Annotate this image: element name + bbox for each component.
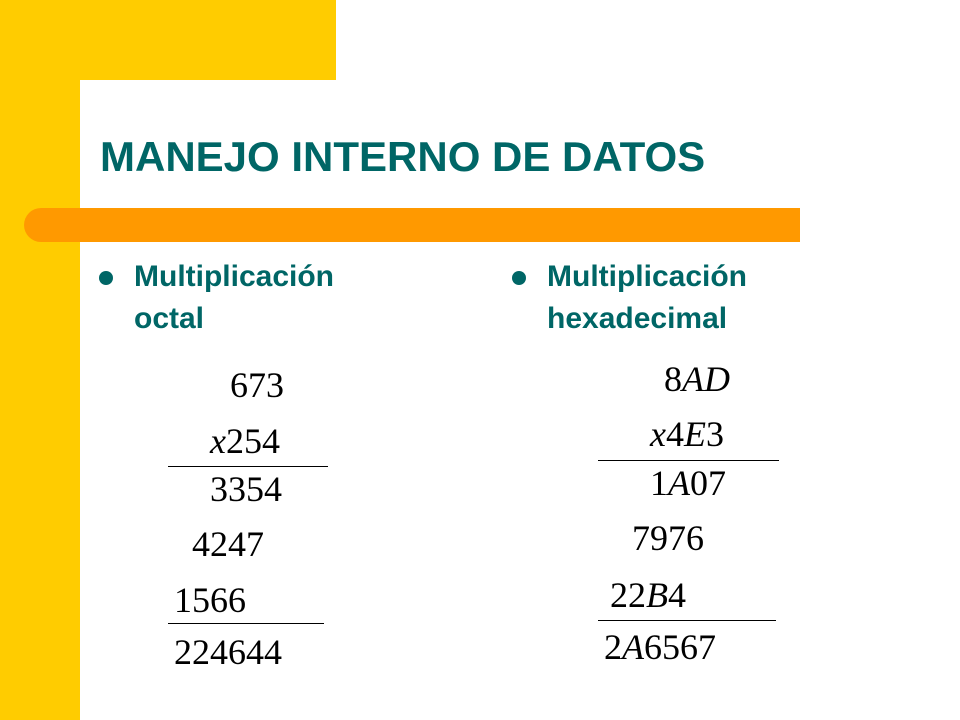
bullet-hex-line2: hexadecimal bbox=[547, 302, 728, 335]
left-accent-bar bbox=[0, 0, 80, 720]
octal-rule-1 bbox=[168, 466, 328, 467]
hex-rule-1 bbox=[598, 460, 779, 461]
octal-partial-2: 4247 bbox=[192, 524, 264, 564]
octal-multiplier: x254 bbox=[210, 421, 280, 461]
hex-rule-2 bbox=[598, 620, 776, 621]
hex-partial-3-rest: 4 bbox=[668, 575, 686, 615]
top-accent-block bbox=[80, 0, 336, 80]
hex-multiplier-letter-e: E bbox=[683, 414, 706, 454]
bullet-octal-line2: octal bbox=[134, 302, 205, 335]
hex-multiplicand-letters: AD bbox=[682, 359, 730, 399]
times-sign: x bbox=[650, 414, 666, 454]
octal-partial-3: 1566 bbox=[174, 580, 246, 620]
hex-partial-3-letter: B bbox=[646, 575, 668, 615]
bullet-hex-line1: Multiplicación bbox=[547, 260, 748, 293]
hex-multiplier-digit-3: 3 bbox=[705, 414, 724, 454]
title-underline-stripe bbox=[24, 208, 800, 242]
hex-result-letter: A bbox=[622, 627, 644, 667]
hex-multiplicand: 8AD bbox=[664, 359, 730, 399]
hex-partial-3-digits: 22 bbox=[610, 575, 646, 615]
hex-result-digit: 2 bbox=[604, 627, 622, 667]
bullet-dot-icon bbox=[512, 271, 526, 285]
octal-rule-2 bbox=[168, 623, 324, 624]
octal-result: 224644 bbox=[174, 632, 282, 672]
bullet-octal: Multiplicación octal bbox=[99, 256, 434, 340]
hex-multiplier: x4E3 bbox=[650, 414, 724, 454]
corner-curve bbox=[80, 80, 128, 128]
octal-partial-1: 3354 bbox=[210, 469, 282, 509]
bullet-dot-icon bbox=[99, 271, 113, 285]
hex-partial-2: 7976 bbox=[632, 518, 704, 558]
slide-title: MANEJO INTERNO DE DATOS bbox=[100, 133, 706, 180]
hex-partial-3: 22B4 bbox=[610, 575, 686, 615]
bullet-octal-line1: Multiplicación bbox=[134, 260, 335, 293]
hex-result-rest: 6567 bbox=[644, 627, 716, 667]
hex-partial-1: 1A07 bbox=[650, 463, 726, 503]
hex-multiplier-digit-4: 4 bbox=[665, 414, 684, 454]
hex-multiplicand-digit: 8 bbox=[664, 359, 682, 399]
bullet-hex: Multiplicación hexadecimal bbox=[512, 256, 847, 340]
octal-multiplier-value: 254 bbox=[225, 421, 280, 461]
octal-multiplicand: 673 bbox=[230, 365, 284, 405]
hex-result: 2A6567 bbox=[604, 627, 716, 667]
hex-partial-1-rest: 07 bbox=[690, 463, 726, 503]
times-sign: x bbox=[210, 421, 226, 461]
hex-partial-1-letter: A bbox=[668, 463, 690, 503]
hex-partial-1-digit: 1 bbox=[650, 463, 668, 503]
